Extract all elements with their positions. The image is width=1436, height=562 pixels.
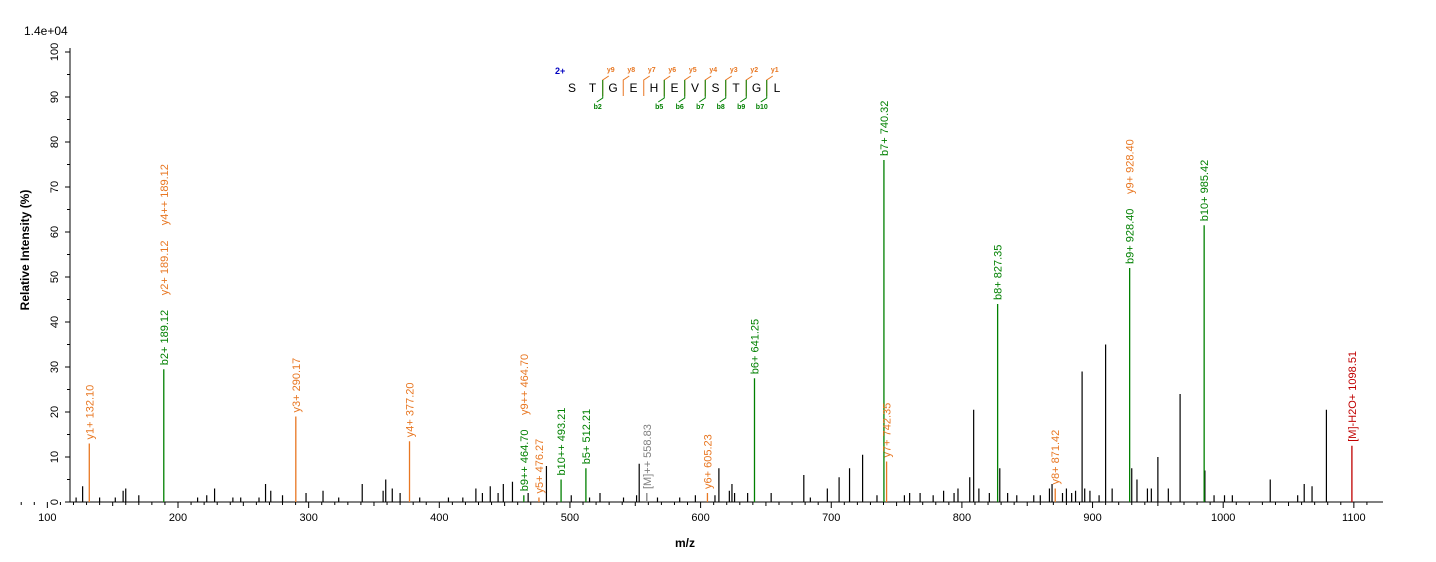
y-tick-label: 20 (49, 406, 61, 418)
x-tick-label: 700 (822, 512, 840, 524)
y-ion-label: y9 (607, 67, 615, 74)
y-ion-label: y6 (668, 67, 676, 74)
peak-label: y9+ 928.40 (1125, 139, 1137, 194)
peak-label: y7+ 742.35 (882, 403, 894, 458)
b-ion-bracket (657, 80, 665, 103)
y-ion-label: y1 (771, 67, 779, 74)
b-ion-bracket (719, 80, 727, 103)
b-ion-label: b8 (717, 104, 725, 111)
x-tick-label: 1000 (1211, 512, 1235, 524)
x-tick-label: 400 (430, 512, 448, 524)
x-axis-title: m/z (675, 536, 695, 550)
b-ion-label: b9 (737, 104, 745, 111)
peak-label: y9++ 464.70 (519, 354, 531, 415)
b-ion-label: b2 (594, 104, 602, 111)
b-ion-label: b5 (655, 104, 663, 111)
b-ion-label: b7 (696, 104, 704, 111)
b-ion-bracket (678, 80, 686, 103)
b-ion-bracket (596, 80, 604, 103)
y-tick-label: 10 (49, 451, 61, 463)
y-tick-label: 40 (49, 316, 61, 328)
x-tick-label: 900 (1083, 512, 1101, 524)
b-ion-bracket (760, 80, 768, 103)
peak-label: b5+ 512.21 (581, 409, 593, 464)
x-tick-label: 200 (169, 512, 187, 524)
x-tick-label: 100 (38, 512, 56, 524)
sequence-residue: G (608, 81, 617, 95)
peak-label: y4+ 377.20 (405, 383, 417, 438)
y-ion-bracket (663, 75, 671, 96)
x-tick-label: 300 (299, 512, 317, 524)
sequence-residue: L (774, 81, 781, 95)
sequence-residue: E (670, 81, 678, 95)
peak-label: b6+ 641.25 (749, 319, 761, 374)
peak-label: b10+ 985.42 (1199, 160, 1211, 221)
peak-label: [M]-H2O+ 1098.51 (1347, 351, 1359, 442)
peak-label: b7+ 740.32 (879, 101, 891, 156)
sequence-residue: S (568, 81, 576, 95)
peak-label: y8+ 871.42 (1050, 430, 1062, 485)
y-tick-label: 60 (49, 226, 61, 238)
peak-label: b9+ 928.40 (1125, 209, 1137, 264)
peak-label: [M]++ 558.83 (642, 424, 654, 489)
x-tick-label: 1100 (1342, 512, 1366, 524)
sequence-residue: T (732, 81, 740, 95)
y-ion-bracket (684, 75, 692, 96)
y-tick-label: 30 (49, 361, 61, 373)
peak-label: y3+ 290.17 (291, 358, 303, 413)
y-ion-bracket (704, 75, 712, 96)
peak-label: y1+ 132.10 (84, 385, 96, 440)
peak-label: b2+ 189.12 (159, 310, 171, 365)
y-tick-label: 70 (49, 181, 61, 193)
peak-label: y5+ 476.27 (534, 439, 546, 494)
sequence-residue: T (589, 81, 597, 95)
y-ion-bracket (643, 75, 651, 96)
peak-label: y2+ 189.12 (159, 241, 171, 296)
y-ion-bracket (725, 75, 733, 96)
y-tick-label: 0 (49, 499, 61, 505)
x-tick-label: 800 (953, 512, 971, 524)
peak-label: b9++ 464.70 (519, 429, 531, 491)
b-ion-bracket (698, 80, 706, 103)
y-axis-title: Relative Intensity (%) (18, 190, 32, 311)
y-ion-label: y4 (709, 67, 717, 74)
intensity-scale-label: 1.4e+04 (24, 24, 68, 38)
sequence-residue: S (711, 81, 719, 95)
plot-area: 0 10 20 30 40 50 60 70 80 90 100 100 200 300 400 500 600… (20, 43, 1383, 524)
y-ion-label: y3 (730, 67, 738, 74)
y-ion-bracket (766, 75, 774, 96)
y-ion-bracket (622, 75, 630, 96)
y-tick-label: 100 (49, 43, 61, 61)
sequence-residue: E (629, 81, 637, 95)
sequence-residue: V (691, 81, 699, 95)
b-ion-label: b6 (676, 104, 684, 111)
y-ion-label: y2 (750, 67, 758, 74)
b-ion-bracket (739, 80, 747, 103)
y-ion-label: y8 (627, 67, 635, 74)
y-tick-label: 90 (49, 91, 61, 103)
y-ion-label: y7 (648, 67, 656, 74)
peak-label: b8+ 827.35 (993, 245, 1005, 300)
b-ion-label: b10 (756, 104, 768, 111)
peak-label: y6+ 605.23 (702, 434, 714, 489)
sequence-residue: G (752, 81, 761, 95)
x-tick-label: 600 (691, 512, 709, 524)
y-ion-label: y5 (689, 67, 697, 74)
y-tick-label: 80 (49, 136, 61, 148)
charge-state-label: 2+ (555, 66, 565, 76)
peak-label: y4++ 189.12 (159, 164, 171, 225)
peak-label: b10++ 493.21 (556, 408, 568, 476)
x-tick-label: 500 (561, 512, 579, 524)
sequence-residue: H (650, 81, 659, 95)
y-tick-label: 50 (49, 271, 61, 283)
